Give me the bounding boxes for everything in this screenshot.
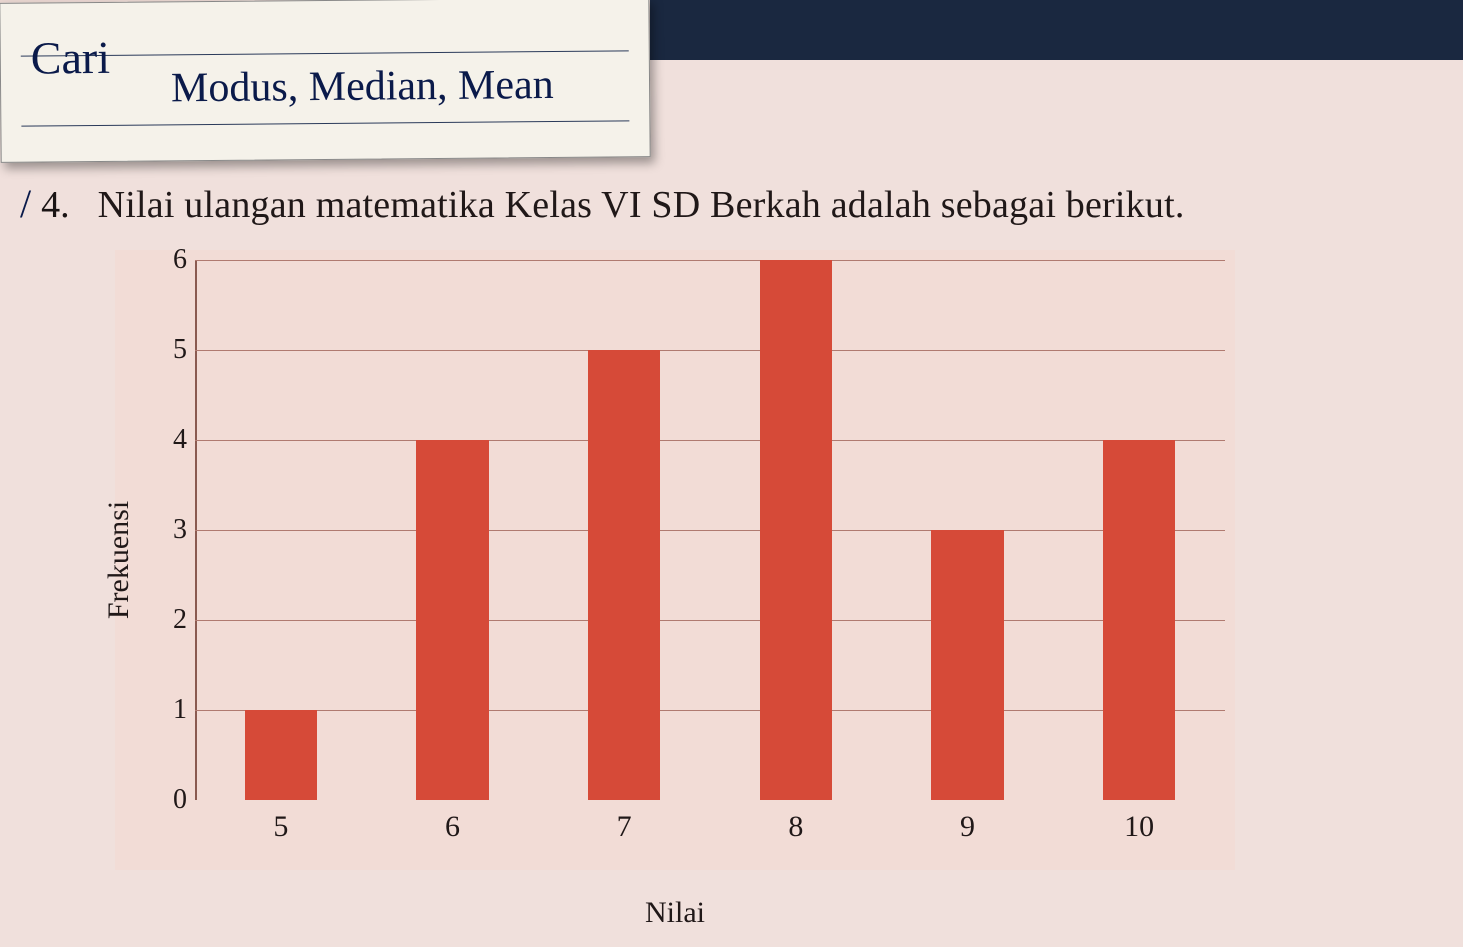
y-tick-label: 6 — [155, 244, 187, 276]
question-slash: / — [20, 180, 31, 227]
x-axis-label: Nilai — [115, 896, 1235, 930]
y-tick-label: 0 — [155, 784, 187, 816]
y-tick-label: 3 — [155, 514, 187, 546]
y-tick-label: 4 — [155, 424, 187, 456]
y-tick-label: 1 — [155, 694, 187, 726]
x-tick-label: 9 — [960, 810, 975, 844]
grid-line — [195, 620, 1225, 621]
note-text-modus-median-mean: Modus, Median, Mean — [171, 61, 554, 112]
x-tick-label: 6 — [445, 810, 460, 844]
x-tick-label: 5 — [273, 810, 288, 844]
note-text-cari: Cari — [31, 31, 111, 85]
plot-area: 01234565678910 — [195, 260, 1225, 800]
question-number: 4. — [41, 183, 70, 227]
question-text: Nilai ulangan matematika Kelas VI SD Ber… — [98, 183, 1185, 227]
grid-line — [195, 350, 1225, 351]
handwritten-note: Cari Modus, Median, Mean — [0, 0, 651, 163]
bar — [931, 530, 1003, 800]
grid-line — [195, 530, 1225, 531]
grid-line — [195, 260, 1225, 261]
x-tick-label: 7 — [617, 810, 632, 844]
note-rule-line — [21, 120, 629, 126]
grid-line — [195, 440, 1225, 441]
bar — [1103, 440, 1175, 800]
x-tick-label: 10 — [1124, 810, 1154, 844]
bar — [588, 350, 660, 800]
question-row: / 4. Nilai ulangan matematika Kelas VI S… — [20, 180, 1443, 227]
bar — [245, 710, 317, 800]
y-tick-label: 5 — [155, 334, 187, 366]
x-tick-label: 8 — [788, 810, 803, 844]
grid-line — [195, 710, 1225, 711]
bar — [760, 260, 832, 800]
bar — [416, 440, 488, 800]
background-dark-strip — [650, 0, 1463, 60]
bar-chart: Frekuensi 01234565678910 Nilai — [115, 250, 1235, 870]
y-tick-label: 2 — [155, 604, 187, 636]
y-axis-label: Frekuensi — [102, 501, 136, 619]
note-rule-line — [21, 50, 629, 56]
